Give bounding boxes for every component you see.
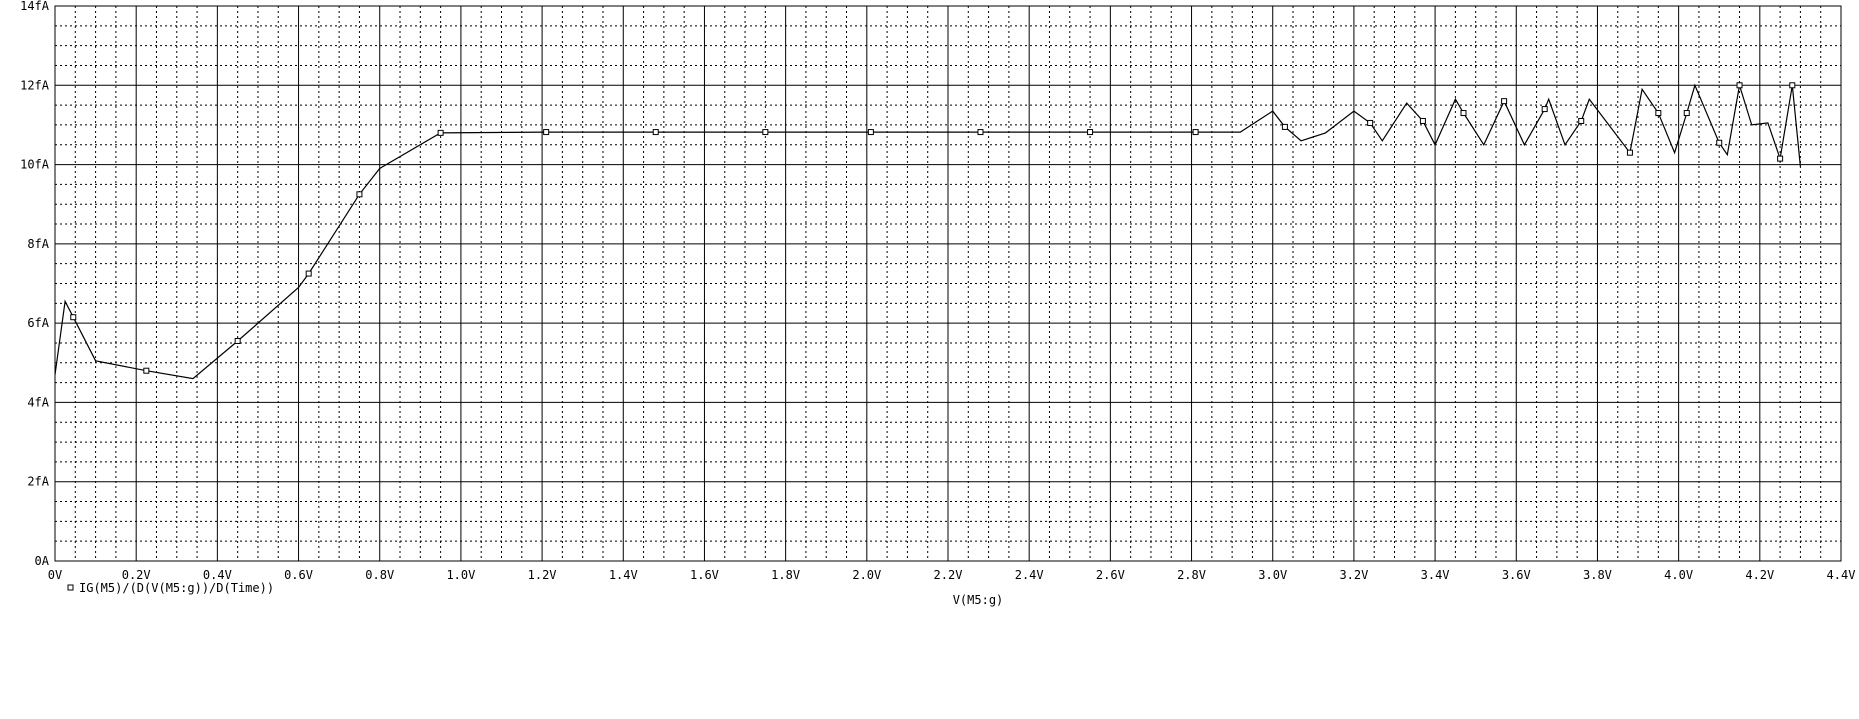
y-tick-label: 2fA <box>27 475 49 489</box>
series-marker <box>1192 129 1199 136</box>
series-marker <box>1716 139 1723 146</box>
x-tick-label: 1.2V <box>528 568 557 582</box>
y-tick-label: 14fA <box>20 0 50 13</box>
series-marker <box>543 129 550 136</box>
x-tick-label: 0.4V <box>203 568 232 582</box>
x-tick-label: 3.2V <box>1339 568 1368 582</box>
x-tick-label: 2.4V <box>1015 568 1044 582</box>
legend-series-label: IG(M5)/(D(V(M5:g))/D(Time)) <box>79 581 274 595</box>
series-marker <box>1087 129 1094 136</box>
series-marker <box>356 191 363 198</box>
x-tick-label: 2.0V <box>852 568 881 582</box>
x-axis-label: V(M5:g) <box>953 593 1004 607</box>
series-marker <box>305 270 312 277</box>
x-tick-label: 0.2V <box>122 568 151 582</box>
series-marker <box>70 314 77 321</box>
series-line <box>54 83 1801 380</box>
series-marker <box>1501 98 1508 105</box>
series-marker <box>437 129 444 136</box>
x-tick-label: 0.6V <box>284 568 313 582</box>
series-marker <box>1367 119 1374 126</box>
x-tick-label: 1.4V <box>609 568 638 582</box>
series-marker <box>1578 117 1585 124</box>
major-gridlines <box>54 5 1842 562</box>
x-tick-label: 1.0V <box>446 568 475 582</box>
plot-frame <box>54 5 1842 562</box>
series-marker <box>1460 110 1467 117</box>
x-tick-label: 4.0V <box>1664 568 1693 582</box>
x-tick-label: 3.0V <box>1258 568 1287 582</box>
series-marker <box>652 129 659 136</box>
series-marker <box>234 337 241 344</box>
series-marker <box>977 129 984 136</box>
x-tick-label: 2.2V <box>934 568 963 582</box>
x-tick-label: 3.8V <box>1583 568 1612 582</box>
legend: IG(M5)/(D(V(M5:g))/D(Time)) <box>67 581 274 595</box>
series-marker <box>1626 149 1633 156</box>
series-marker <box>1655 110 1662 117</box>
x-tick-label: 1.6V <box>690 568 719 582</box>
series-marker <box>1789 82 1796 89</box>
y-tick-label: 6fA <box>27 316 49 330</box>
x-tick-label: 1.8V <box>771 568 800 582</box>
x-tick-label: 0V <box>48 568 62 582</box>
y-axis-tick-labels: 0A 2fA 4fA 6fA 8fA 10fA 12fA 14fA <box>20 0 50 568</box>
y-tick-label: 12fA <box>20 78 50 92</box>
series-layer <box>54 82 1801 380</box>
x-tick-label: 4.4V <box>1827 568 1856 582</box>
x-tick-label: 0.8V <box>365 568 394 582</box>
y-tick-label: 8fA <box>27 237 49 251</box>
series-marker <box>1777 155 1784 162</box>
x-tick-label: 2.8V <box>1177 568 1206 582</box>
x-tick-label: 3.6V <box>1502 568 1531 582</box>
series-marker <box>867 129 874 136</box>
y-tick-label: 10fA <box>20 158 50 172</box>
series-marker <box>1736 82 1743 89</box>
x-tick-label: 2.6V <box>1096 568 1125 582</box>
x-tick-label: 3.4V <box>1421 568 1450 582</box>
y-tick-label: 4fA <box>27 395 49 409</box>
series-marker <box>1419 117 1426 124</box>
x-axis-tick-labels: 0V 0.2V 0.4V 0.6V 0.8V 1.0V 1.2V 1.4V 1.6V 1.8V 2.… <box>48 568 1856 582</box>
y-tick-label: 0A <box>35 554 50 568</box>
x-tick-label: 4.2V <box>1745 568 1774 582</box>
legend-marker-square <box>67 584 74 591</box>
series-marker <box>1281 123 1288 130</box>
series-marker <box>762 129 769 136</box>
series-marker <box>143 367 150 374</box>
series-marker <box>1683 110 1690 117</box>
series-marker <box>1541 106 1548 113</box>
